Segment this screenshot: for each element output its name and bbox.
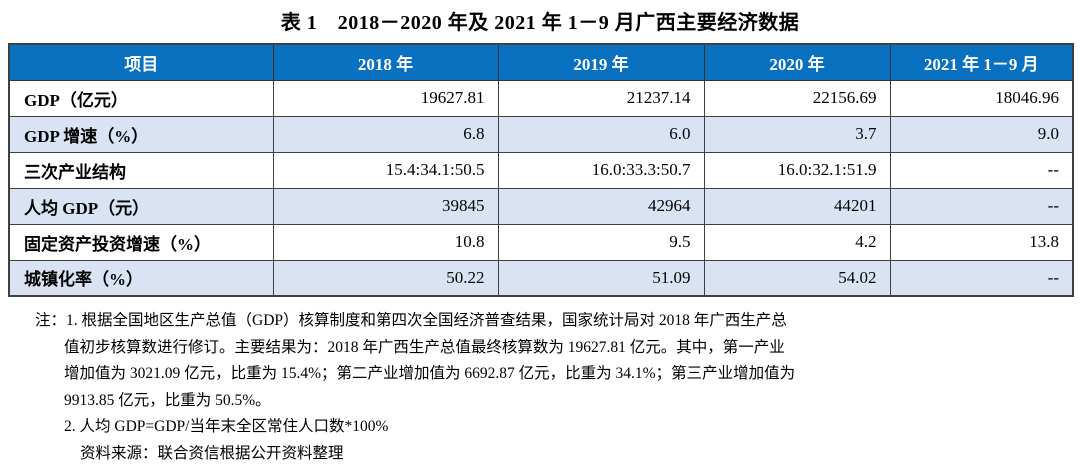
header-cell-period: 2021 年 1－9 月 [889, 43, 1074, 81]
table-body: GDP（亿元） 19627.81 21237.14 22156.69 18046.96 G… [8, 79, 1074, 297]
note-line-5: 2. 人均 GDP=GDP/当年末全区常住人口数*100% [64, 418, 389, 435]
row-label: 城镇化率（%） [8, 259, 274, 297]
cell-value: 10.8 [272, 223, 499, 261]
cell-value: 16.0:32.1:51.9 [703, 151, 891, 189]
row-label: 固定资产投资增速（%） [8, 223, 274, 261]
row-label: 人均 GDP（元） [8, 187, 274, 225]
table-row: 固定资产投资增速（%） 10.8 9.5 4.2 13.8 [8, 223, 1074, 261]
source-line: 资料来源：联合资信根据公开资料整理 [80, 444, 344, 462]
row-label: GDP（亿元） [8, 79, 274, 117]
cell-value: 51.09 [497, 259, 705, 297]
note-line-1: 注：1. 根据全国地区生产总值（GDP）核算制度和第四次全国经济普查结果，国家统… [35, 312, 787, 329]
header-cell-period: 2020 年 [703, 43, 891, 81]
note-line-4: 9913.85 亿元，比重为 50.5%。 [64, 391, 271, 409]
table-title: 表 1 2018－2020 年及 2021 年 1－9 月广西主要经济数据 [280, 12, 800, 34]
cell-value: 9.5 [497, 223, 705, 261]
cell-value: 44201 [703, 187, 891, 225]
note-line-3: 增加值为 3021.09 亿元，比重为 15.4%；第二产业增加值为 6692.… [64, 365, 796, 382]
cell-value: 9.0 [889, 115, 1074, 153]
cell-value: -- [889, 151, 1074, 189]
row-label: GDP 增速（%） [8, 115, 274, 153]
cell-value: 3.7 [703, 115, 891, 153]
cell-value: 6.8 [272, 115, 499, 153]
table-row: 城镇化率（%） 50.22 51.09 54.02 -- [8, 259, 1074, 297]
cell-value: 42964 [497, 187, 705, 225]
table-row: GDP 增速（%） 6.8 6.0 3.7 9.0 [8, 115, 1074, 153]
header-row: 项目 2018 年 2019 年 2020 年 2021 年 1－9 月 [8, 43, 1074, 81]
cell-value: 15.4:34.1:50.5 [272, 151, 499, 189]
table-row: 三次产业结构 15.4:34.1:50.5 16.0:33.3:50.7 16.0:3… [8, 151, 1074, 189]
cell-value: -- [889, 259, 1074, 297]
cell-value: 4.2 [703, 223, 891, 261]
cell-value: 19627.81 [272, 79, 499, 117]
note-line-2: 值初步核算数进行修订。主要结果为：2018 年广西生产总值最终核算数为 1962… [64, 338, 785, 356]
cell-value: 50.22 [272, 259, 499, 297]
cell-value: 22156.69 [703, 79, 891, 117]
cell-value: 21237.14 [497, 79, 705, 117]
header-cell-item: 项目 [8, 43, 274, 81]
cell-value: 18046.96 [889, 79, 1074, 117]
row-label: 三次产业结构 [8, 151, 274, 189]
header-cell-period: 2018 年 [272, 43, 499, 81]
footnotes: 注：1. 根据全国地区生产总值（GDP）核算制度和第四次全国经济普查结果，国家统… [0, 308, 1080, 466]
header-cell-period: 2019 年 [497, 43, 705, 81]
table-row: GDP（亿元） 19627.81 21237.14 22156.69 18046.96 [8, 79, 1074, 117]
cell-value: 39845 [272, 187, 499, 225]
cell-value: 6.0 [497, 115, 705, 153]
cell-value: 16.0:33.3:50.7 [497, 151, 705, 189]
table-row: 人均 GDP（元） 39845 42964 44201 -- [8, 187, 1074, 225]
economic-data-table: 项目 2018 年 2019 年 2020 年 2021 年 1－9 月 GDP（亿元）… [8, 43, 1074, 297]
cell-value: -- [889, 187, 1074, 225]
cell-value: 13.8 [889, 223, 1074, 261]
cell-value: 54.02 [703, 259, 891, 297]
